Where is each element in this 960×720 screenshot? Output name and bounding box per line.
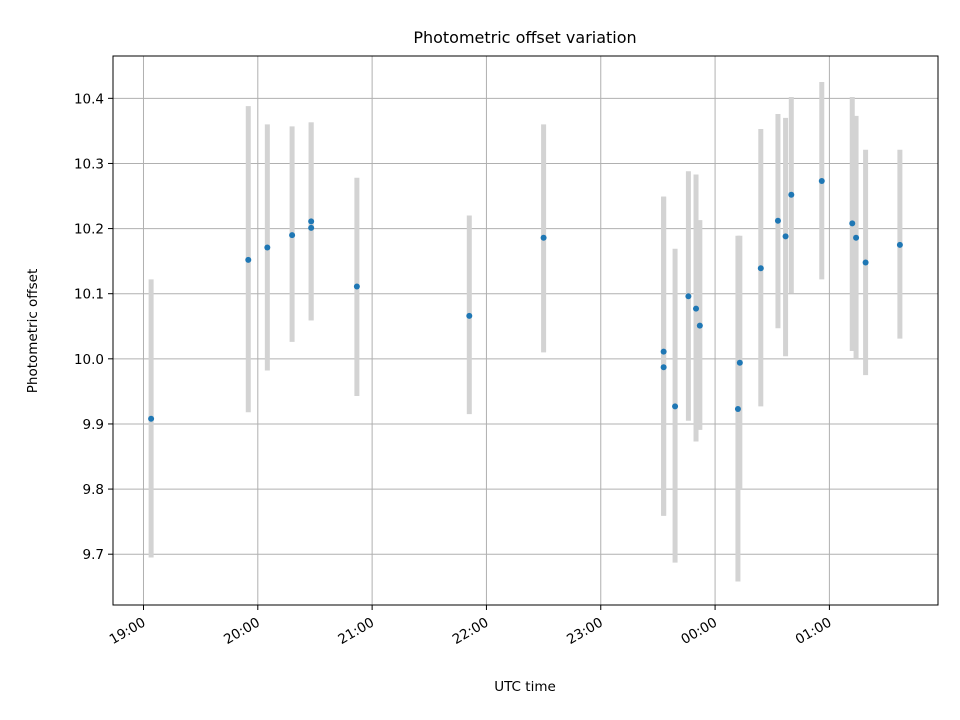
data-point [849,220,856,227]
data-point [660,364,667,371]
data-point [862,259,869,266]
plot-frame [112,55,939,606]
data-point [660,348,667,355]
data-point [353,283,360,290]
data-point [289,232,296,239]
data-points [148,178,903,422]
data-point [264,244,271,251]
chart-title: Photometric offset variation [413,28,636,47]
data-point [540,234,547,241]
x-axis-label: UTC time [494,679,556,695]
data-point [696,322,703,329]
y-tick-label: 10.3 [74,156,104,172]
data-point [788,191,795,198]
data-point [672,403,679,410]
y-tick-label: 9.7 [83,547,104,563]
x-tick-label: 22:00 [450,615,492,648]
y-tick-label: 10.1 [74,287,104,303]
data-point [853,234,860,241]
y-tick-label: 9.8 [83,482,104,498]
data-point [736,359,743,366]
data-point [693,305,700,312]
data-point [896,241,903,248]
x-tick-label: 23:00 [564,615,606,648]
data-point [782,233,789,240]
data-point [308,224,315,231]
y-tick-label: 10.4 [74,91,104,107]
y-tick-label: 10.0 [74,352,104,368]
data-point [245,256,252,263]
x-tick-label: 21:00 [335,615,377,648]
y-axis-label: Photometric offset [25,269,41,393]
x-tick-label: 01:00 [793,615,835,648]
y-axis-ticks: 9.7 9.8 9.9 10.0 10.1 10.2 10.3 10.4 [74,91,113,563]
x-tick-label: 20:00 [221,615,263,648]
x-tick-label: 00:00 [678,615,720,648]
data-point [308,218,315,225]
data-point [774,217,781,224]
data-point [734,405,741,412]
x-axis-ticks: 19:00 20:00 21:00 22:00 23:00 00:00 01:00 [107,605,835,648]
data-point [757,265,764,272]
data-point [466,312,473,319]
data-point [148,415,155,422]
y-tick-label: 10.2 [74,222,104,238]
grid-lines [113,56,938,605]
data-point [818,178,825,185]
x-tick-label: 19:00 [107,615,149,648]
error-bars [148,82,903,582]
y-tick-label: 9.9 [83,417,104,433]
data-point [685,293,692,300]
